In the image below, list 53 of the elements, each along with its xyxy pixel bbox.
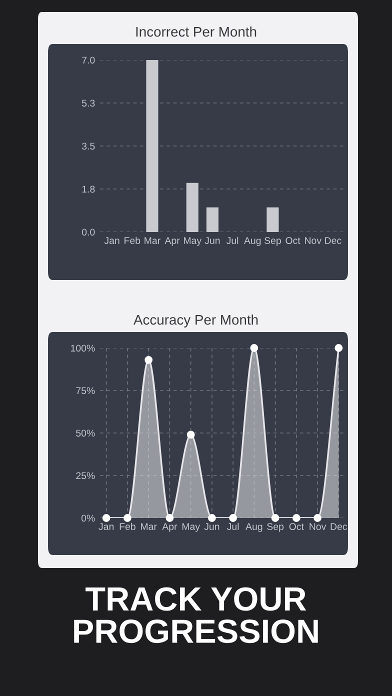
point xyxy=(334,344,343,352)
point xyxy=(186,430,195,439)
chart-title: Accuracy Per Month xyxy=(134,314,258,328)
y-tick-label: 0% xyxy=(81,514,95,522)
point xyxy=(229,514,238,522)
y-tick-label: 75% xyxy=(76,387,95,394)
x-tick-label: Aug xyxy=(246,523,262,532)
y-tick-label: 3.5 xyxy=(82,142,95,150)
y-tick-label: 0.0 xyxy=(82,228,95,236)
point xyxy=(292,514,300,522)
y-tick-label: 7.0 xyxy=(82,56,95,64)
x-tick-label: May xyxy=(184,237,202,246)
x-tick-label: Jun xyxy=(204,523,220,530)
bar xyxy=(146,60,158,232)
point xyxy=(208,514,216,522)
x-tick-label: Oct xyxy=(289,523,304,530)
x-tick-label: Mar xyxy=(141,523,157,530)
x-tick-label: Jan xyxy=(98,523,114,530)
point xyxy=(124,514,132,522)
x-tick-label: Apr xyxy=(164,237,180,246)
x-tick-label: Nov xyxy=(310,523,326,530)
point xyxy=(166,514,174,522)
y-tick-label: 1.8 xyxy=(82,186,95,193)
x-tick-label: Nov xyxy=(305,237,322,244)
x-tick-label: Feb xyxy=(124,236,140,244)
x-tick-label: Jul xyxy=(227,522,239,530)
x-tick-label: Jul xyxy=(226,236,238,244)
x-tick-label: Jun xyxy=(204,237,220,244)
y-tick-label: 25% xyxy=(76,472,95,480)
bar xyxy=(186,182,198,232)
x-tick-label: Apr xyxy=(162,523,178,532)
x-tick-label: Mar xyxy=(144,237,160,244)
x-tick-label: Feb xyxy=(120,522,136,530)
point xyxy=(102,514,110,522)
point xyxy=(271,514,280,522)
bar xyxy=(206,207,218,232)
x-tick-label: May xyxy=(182,523,200,532)
point xyxy=(250,344,258,352)
bar xyxy=(266,207,279,232)
x-tick-label: Oct xyxy=(286,237,300,244)
y-tick-label: 50% xyxy=(76,430,95,437)
x-tick-label: Dec xyxy=(325,237,342,244)
chart-title: Incorrect Per Month xyxy=(136,26,256,37)
x-tick-label: Sep xyxy=(264,237,281,246)
x-tick-label: Aug xyxy=(244,237,261,246)
point xyxy=(314,514,322,522)
y-tick-label: 100% xyxy=(71,344,95,352)
y-tick-label: 5.3 xyxy=(82,100,95,107)
x-tick-label: Jan xyxy=(104,237,120,244)
x-tick-label: Sep xyxy=(267,523,284,532)
text: TRACK YOUR PROGRESSION xyxy=(74,587,318,644)
x-tick-label: Dec xyxy=(330,523,348,530)
point xyxy=(144,356,153,364)
